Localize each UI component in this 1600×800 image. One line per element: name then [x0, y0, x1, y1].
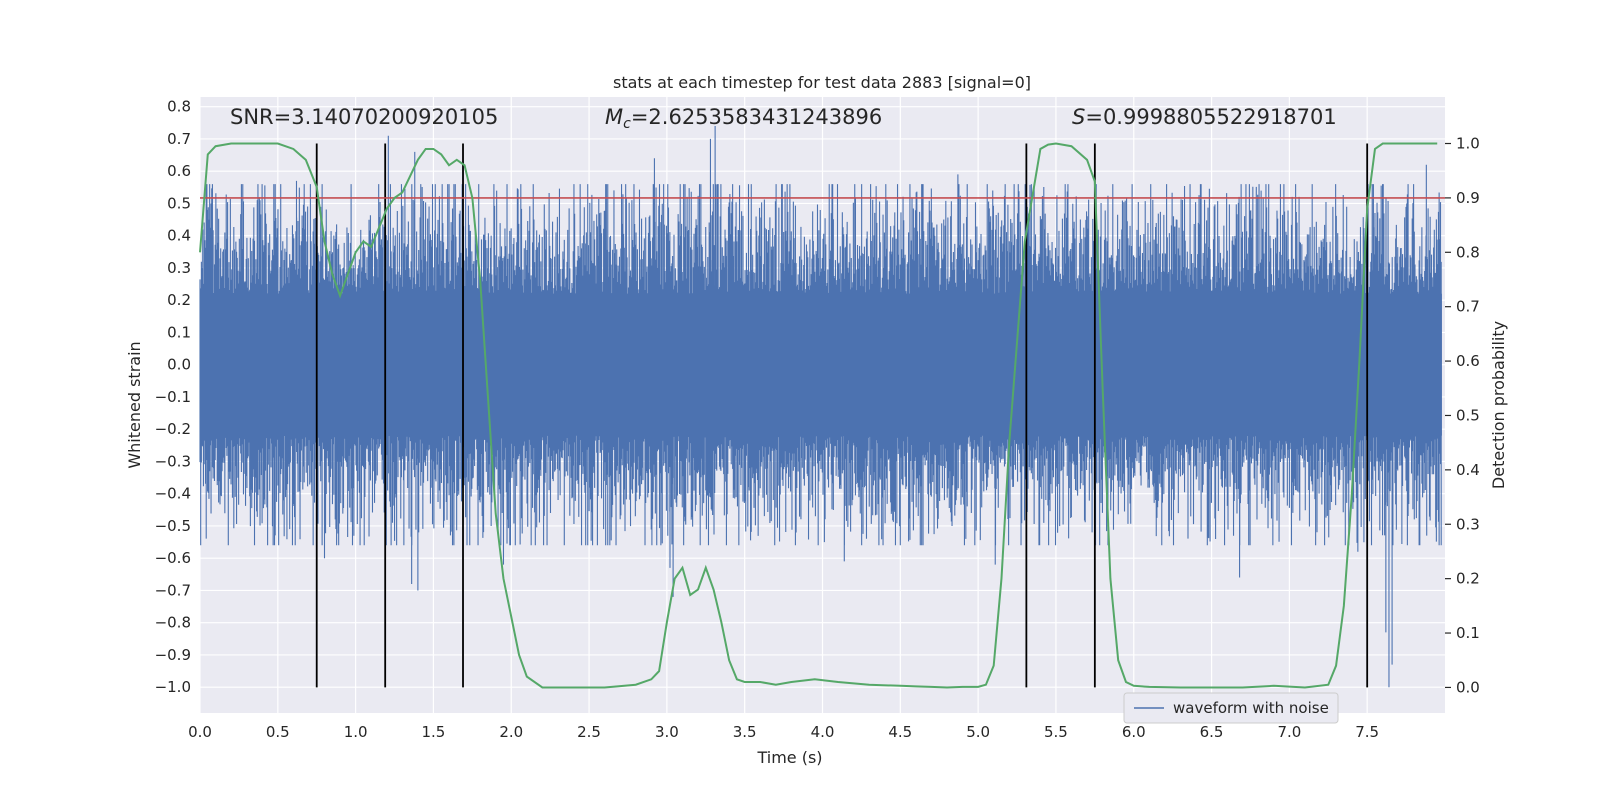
mc-value: =2.6253583431243896 [631, 105, 882, 129]
s-annotation: S=0.9998805522918701 [1072, 105, 1337, 129]
x-tick-label: 4.5 [888, 723, 912, 741]
mc-subscript: c [623, 116, 631, 132]
right-y-tick-label: 0.3 [1456, 515, 1480, 533]
left-y-tick-label: −0.7 [155, 581, 191, 599]
x-tick-label: 6.5 [1200, 723, 1224, 741]
right-y-tick-label: 0.4 [1456, 461, 1480, 479]
legend: waveform with noise [1123, 692, 1339, 724]
x-tick-label: 2.0 [499, 723, 523, 741]
left-y-tick-label: 0.0 [167, 356, 191, 374]
left-y-tick-label: 0.6 [167, 162, 191, 180]
right-y-tick-label: 0.2 [1456, 570, 1480, 588]
right-y-axis-label: Detection probability [1489, 321, 1508, 489]
right-y-tick-label: 0.6 [1456, 352, 1480, 370]
x-tick-label: 5.0 [966, 723, 990, 741]
right-y-tick-label: 0.9 [1456, 189, 1480, 207]
left-y-tick-label: −0.3 [155, 452, 191, 470]
x-tick-label: 1.5 [422, 723, 446, 741]
s-value: =0.9998805522918701 [1085, 105, 1336, 129]
x-tick-label: 3.5 [733, 723, 757, 741]
x-tick-label: 0.0 [188, 723, 212, 741]
left-y-tick-label: −0.9 [155, 646, 191, 664]
left-y-tick-label: −0.2 [155, 420, 191, 438]
left-y-tick-label: 0.3 [167, 259, 191, 277]
right-y-tick-label: 0.8 [1456, 243, 1480, 261]
right-y-tick-label: 0.5 [1456, 406, 1480, 424]
right-y-tick-label: 0.0 [1456, 678, 1480, 696]
x-tick-label: 5.5 [1044, 723, 1068, 741]
x-tick-label: 2.5 [577, 723, 601, 741]
s-symbol: S [1072, 105, 1085, 129]
left-y-tick-label: −0.4 [155, 485, 191, 503]
left-y-tick-label: −0.8 [155, 614, 191, 632]
legend-box [1123, 692, 1339, 724]
x-tick-label: 1.0 [344, 723, 368, 741]
waveform-with-noise-series [199, 126, 1442, 688]
x-tick-labels: 0.0 0.5 1.0 1.5 2.0 2.5 3.0 3.5 4.0 4.5 5.0 5.5 6.0 6… [188, 723, 1379, 741]
x-tick-label: 0.5 [266, 723, 290, 741]
left-y-tick-labels: 0.8 0.7 0.6 0.5 0.4 0.3 0.2 0.1 0.0 −0.1 −0.2 −0.3 −… [155, 98, 191, 697]
left-y-tick-label: −0.5 [155, 517, 191, 535]
snr-annotation: SNR=3.14070200920105 [230, 105, 498, 129]
x-tick-label: 6.0 [1122, 723, 1146, 741]
left-y-tick-label: 0.4 [167, 227, 191, 245]
left-y-tick-label: −0.6 [155, 549, 191, 567]
x-axis-label: Time (s) [756, 748, 822, 767]
right-y-tick-label: 1.0 [1456, 135, 1480, 153]
left-y-tick-label: −0.1 [155, 388, 191, 406]
x-tick-label: 4.0 [811, 723, 835, 741]
right-y-tick-label: 0.1 [1456, 624, 1480, 642]
legend-waveform-label: waveform with noise [1173, 699, 1329, 717]
left-y-tick-label: 0.2 [167, 291, 191, 309]
x-tick-label: 7.0 [1277, 723, 1301, 741]
detection-probability-series [199, 142, 1438, 689]
left-y-tick-label: 0.5 [167, 194, 191, 212]
left-y-tick-label: 0.1 [167, 323, 191, 341]
chirp-mass-annotation: Mc=2.6253583431243896 [605, 105, 882, 132]
x-tick-label: 7.5 [1355, 723, 1379, 741]
right-y-tick-labels: 1.0 0.9 0.8 0.7 0.6 0.5 0.4 0.3 0.2 0.1 0.0 [1445, 135, 1480, 696]
left-y-axis-label: Whitened strain [125, 341, 144, 468]
chart-title: stats at each timestep for test data 288… [613, 73, 1031, 92]
left-y-tick-label: 0.7 [167, 130, 191, 148]
left-y-tick-label: −1.0 [155, 678, 191, 696]
probability-line [199, 142, 1438, 689]
event-vertical-lines [315, 143, 1369, 688]
x-tick-label: 3.0 [655, 723, 679, 741]
waveform-line [199, 126, 1442, 688]
mc-symbol: M [605, 105, 623, 129]
left-y-tick-label: 0.8 [167, 98, 191, 116]
right-y-tick-label: 0.7 [1456, 298, 1480, 316]
